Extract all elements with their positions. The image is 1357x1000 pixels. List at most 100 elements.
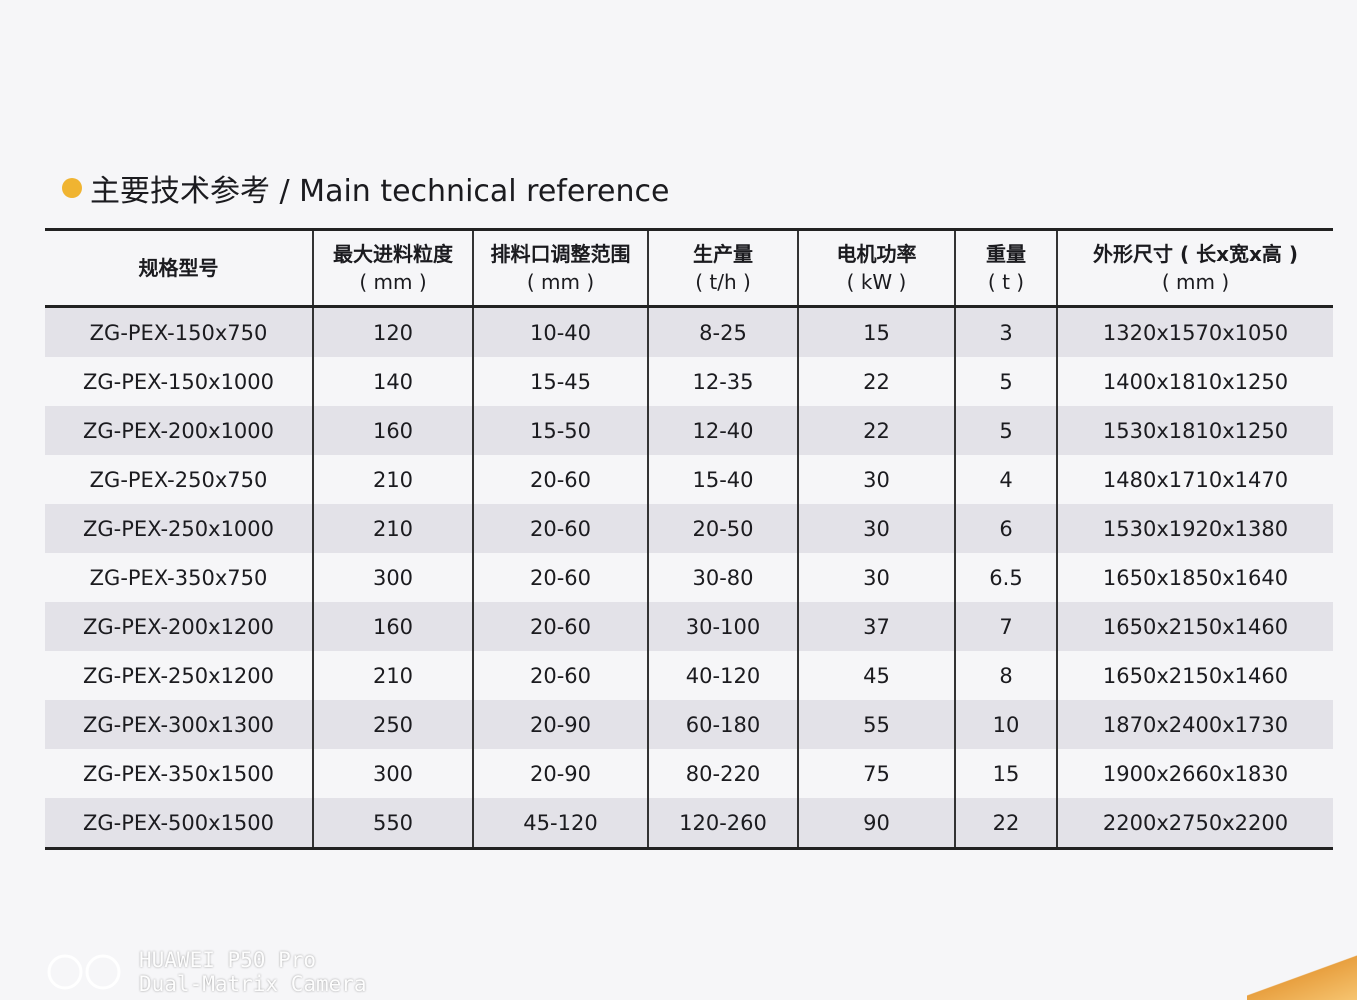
value-cell: 15-40 <box>647 455 798 504</box>
column-header: 生产量 ( t/h ) <box>647 229 798 308</box>
table-row: ZG-PEX-250x750 210 20-60 15-40 30 4 1480x1710x… <box>45 455 1333 504</box>
section-title: 主要技术参考 / Main technical reference <box>62 166 669 210</box>
value-cell: 20-60 <box>472 553 648 602</box>
value-cell: 80-220 <box>647 749 798 798</box>
column-header: 电机功率 ( kW ) <box>797 229 955 308</box>
value-cell: 7 <box>954 602 1057 651</box>
column-name: 规格型号 <box>138 256 219 280</box>
value-cell: 6 <box>954 504 1057 553</box>
value-cell: 55 <box>797 700 955 749</box>
value-cell: 1650x2150x1460 <box>1056 651 1333 700</box>
value-cell: 1870x2400x1730 <box>1056 700 1333 749</box>
value-cell: 1530x1810x1250 <box>1056 406 1333 455</box>
model-cell: ZG-PEX-350x1500 <box>82 761 275 786</box>
page-corner <box>1247 940 1357 1000</box>
value-cell: 22 <box>954 798 1057 849</box>
bullet <box>62 178 82 198</box>
value-cell: 30-80 <box>647 553 798 602</box>
value-cell: 140 <box>312 357 473 406</box>
table-body: ZG-PEX-150x750 120 10-40 8-25 15 3 1320x1570x1… <box>45 306 1333 849</box>
table-row: ZG-PEX-150x750 120 10-40 8-25 15 3 1320x1570x1… <box>45 306 1333 357</box>
value-cell: 75 <box>797 749 955 798</box>
value-cell: 1320x1570x1050 <box>1056 306 1333 357</box>
watermark-line: HUAWEI P50 Pro <box>139 948 317 972</box>
column-unit: ( t ) <box>987 270 1025 294</box>
header-row: 规格型号 最大进料粒度 ( mm ) 排料口调整范围 ( mm ) 生产量 ( t/h ) 电… <box>45 229 1333 308</box>
value-cell: 120 <box>312 306 473 357</box>
model-cell: ZG-PEX-200x1000 <box>45 406 313 455</box>
column-header: 重量 ( t ) <box>954 229 1057 308</box>
value-cell: 8 <box>954 651 1057 700</box>
value-cell: 6.5 <box>954 553 1057 602</box>
model-cell: ZG-PEX-150x1000 <box>82 369 275 394</box>
value-cell: 120-260 <box>647 798 798 849</box>
value-cell: 160 <box>312 602 473 651</box>
table-row: ZG-PEX-500x1500 550 45-120 120-260 90 22 2200x… <box>45 798 1333 849</box>
value-cell: 10 <box>954 700 1057 749</box>
value-cell: 160 <box>312 406 473 455</box>
value-cell: 20-50 <box>647 504 798 553</box>
value-cell: 20-60 <box>472 602 648 651</box>
value-cell: 300 <box>312 553 473 602</box>
column-header: 外形尺寸 ( 长x宽x高 ) ( mm ) <box>1056 229 1333 308</box>
value-cell: 40-120 <box>647 651 798 700</box>
value-cell: 1480x1710x1470 <box>1056 455 1333 504</box>
value-cell: 210 <box>312 504 473 553</box>
model-cell: ZG-PEX-250x750 <box>89 467 268 492</box>
value-cell: 15-50 <box>472 406 648 455</box>
value-cell: 250 <box>312 700 473 749</box>
value-cell: 1400x1810x1250 <box>1056 357 1333 406</box>
table-row: ZG-PEX-200x1200 160 20-60 30-100 37 7 1650x215… <box>45 602 1333 651</box>
value-cell: 12-40 <box>647 406 798 455</box>
watermark-line: Dual-Matrix Camera <box>139 972 367 996</box>
value-cell: 20-90 <box>472 700 648 749</box>
model-cell: ZG-PEX-250x1000 <box>45 504 313 553</box>
value-cell: 30 <box>797 455 955 504</box>
table-row: ZG-PEX-150x1000 140 15-45 12-35 22 5 1400x1810… <box>45 357 1333 406</box>
value-cell: 30-100 <box>647 602 798 651</box>
value-cell: 2200x2750x2200 <box>1056 798 1333 849</box>
value-cell: 1650x2150x1460 <box>1056 602 1333 651</box>
value-cell: 3 <box>954 306 1057 357</box>
value-cell: 10-40 <box>472 306 648 357</box>
value-cell: 210 <box>312 651 473 700</box>
value-cell: 15 <box>954 749 1057 798</box>
column-header: 最大进料粒度 ( mm ) <box>312 229 473 308</box>
column-unit: ( t/h ) <box>695 270 751 294</box>
camera-watermark: HUAWEI P50 Pro Dual-Matrix Camera <box>45 948 367 996</box>
table-row: ZG-PEX-350x750 300 20-60 30-80 30 6.5 1650x185… <box>45 553 1333 602</box>
value-cell: 5 <box>954 406 1057 455</box>
value-cell: 4 <box>954 455 1057 504</box>
value-cell: 550 <box>312 798 473 849</box>
column-name: 生产量 <box>693 242 753 266</box>
watermark-logo <box>47 954 121 990</box>
table-row: ZG-PEX-200x1000 160 15-50 12-40 22 5 1530x1810… <box>45 406 1333 455</box>
value-cell: 60-180 <box>647 700 798 749</box>
value-cell: 1530x1920x1380 <box>1056 504 1333 553</box>
column-name: 重量 <box>986 242 1026 266</box>
value-cell: 20-60 <box>472 455 648 504</box>
value-cell: 22 <box>797 357 955 406</box>
value-cell: 12-35 <box>647 357 798 406</box>
column-name: 排料口调整范围 <box>490 242 631 266</box>
value-cell: 20-60 <box>472 504 648 553</box>
table-row: ZG-PEX-250x1200 210 20-60 40-120 45 8 1650x215… <box>45 651 1333 700</box>
model-cell: ZG-PEX-200x1200 <box>45 602 313 651</box>
spec-table: 规格型号 最大进料粒度 ( mm ) 排料口调整范围 ( mm ) 生产量 ( t/h ) 电… <box>45 228 1333 850</box>
value-cell: 8-25 <box>647 306 798 357</box>
value-cell: 300 <box>312 749 473 798</box>
value-cell: 90 <box>797 798 955 849</box>
value-cell: 1650x1850x1640 <box>1056 553 1333 602</box>
value-cell: 20-60 <box>472 651 648 700</box>
model-cell: ZG-PEX-300x1300 <box>45 700 313 749</box>
column-name: 电机功率 <box>836 242 917 266</box>
title-text: 主要技术参考 / Main technical reference <box>90 174 670 209</box>
table-row: ZG-PEX-300x1300 250 20-90 60-180 55 10 1870x24… <box>45 700 1333 749</box>
column-name: 最大进料粒度 <box>333 242 453 266</box>
column-header: 排料口调整范围 ( mm ) <box>472 229 648 308</box>
column-unit: ( mm ) <box>526 270 595 294</box>
table-row: ZG-PEX-350x1500 300 20-90 80-220 75 15 1900x26… <box>45 749 1333 798</box>
value-cell: 1900x2660x1830 <box>1056 749 1333 798</box>
value-cell: 20-90 <box>472 749 648 798</box>
